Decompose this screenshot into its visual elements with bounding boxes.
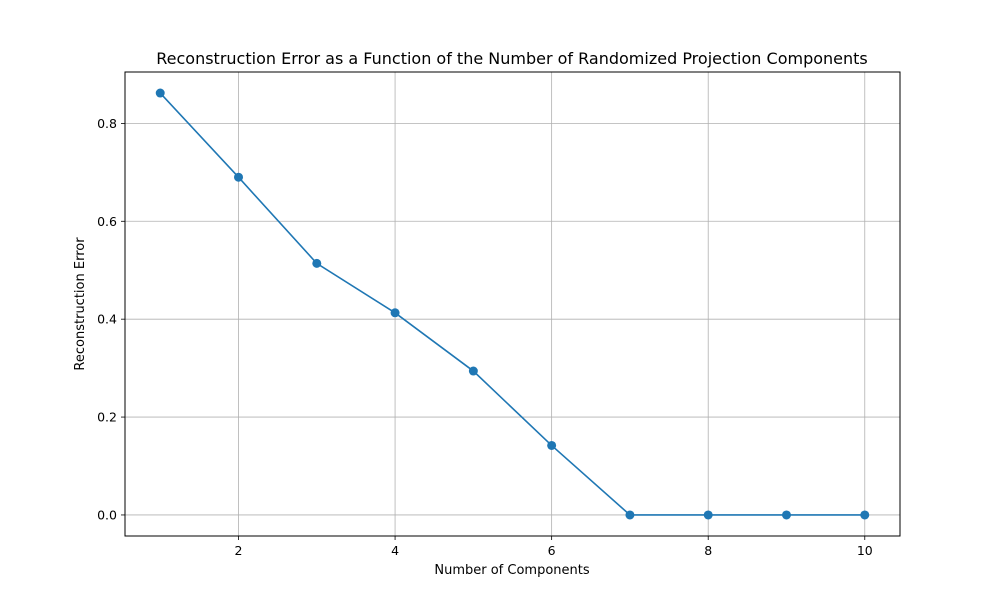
data-point — [468, 366, 478, 376]
y-tick-label: 0.0 — [97, 507, 117, 522]
y-tick-label: 0.8 — [97, 116, 117, 131]
data-point — [155, 88, 165, 98]
data-point — [703, 510, 713, 520]
data-point — [860, 510, 870, 520]
x-tick-label: 4 — [391, 543, 399, 558]
x-tick-label: 10 — [857, 543, 873, 558]
x-axis-ticks: 2 4 6 8 10 — [235, 536, 873, 558]
data-point — [781, 510, 791, 520]
data-point — [547, 440, 557, 450]
chart-title: Reconstruction Error as a Function of th… — [156, 49, 868, 68]
x-tick-label: 6 — [548, 543, 556, 558]
y-tick-label: 0.4 — [97, 312, 117, 327]
x-tick-label: 2 — [235, 543, 243, 558]
x-axis-label: Number of Components — [434, 563, 589, 578]
data-point — [312, 258, 322, 268]
grid — [125, 72, 900, 536]
x-tick-label: 8 — [704, 543, 712, 558]
data-point — [625, 510, 635, 520]
data-point — [234, 172, 244, 182]
y-axis-ticks: 0.0 0.2 0.4 0.6 0.8 — [97, 116, 125, 522]
plot-frame — [124, 71, 901, 537]
series-layer — [155, 88, 870, 520]
y-tick-label: 0.2 — [97, 410, 117, 425]
data-point — [390, 308, 400, 318]
series-line — [159, 92, 865, 516]
y-tick-label: 0.6 — [97, 214, 117, 229]
y-axis-label: Reconstruction Error — [73, 237, 88, 371]
